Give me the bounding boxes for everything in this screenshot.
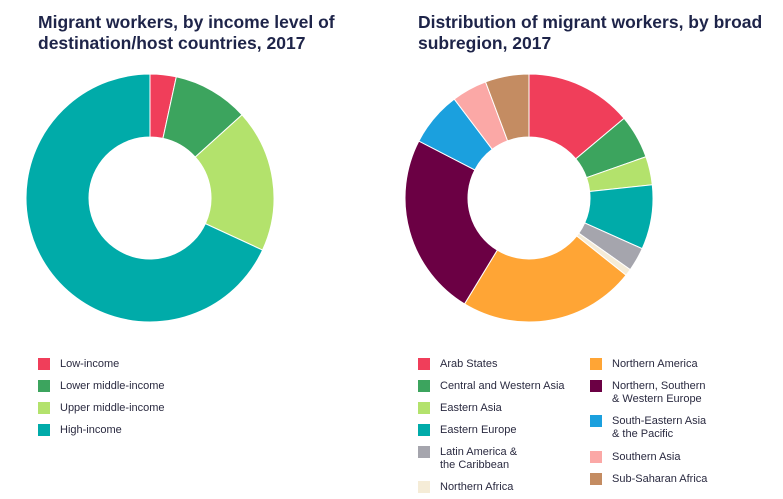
legend-swatch xyxy=(418,402,430,414)
legend-swatch xyxy=(38,424,50,436)
slice-upper-middle-income xyxy=(194,114,275,251)
legend-label: Central and Western Asia xyxy=(440,380,565,392)
legend-item-eastern-europe: Eastern Europe xyxy=(418,424,516,437)
legend-label: Upper middle-income xyxy=(60,402,165,414)
legend-label: Northern America xyxy=(612,358,698,370)
legend-swatch xyxy=(38,380,50,392)
legend-item-low-income: Low-income xyxy=(38,358,119,371)
legend-swatch xyxy=(590,415,602,427)
slice-high-income xyxy=(25,73,264,323)
slice-sub-saharan-africa xyxy=(484,73,530,142)
donut-income-level xyxy=(25,73,275,323)
legend-swatch xyxy=(38,358,50,370)
legend-label: Arab States xyxy=(440,358,498,370)
legend-item-high-income: High-income xyxy=(38,424,122,437)
legend-swatch xyxy=(590,473,602,485)
legend-item-south-eastern-asia-the-pacific: South-Eastern Asia & the Pacific xyxy=(590,415,706,441)
legend-swatch xyxy=(418,424,430,436)
donut-subregion xyxy=(404,73,654,323)
legend-item-northern-america: Northern America xyxy=(590,358,698,371)
legend-label: Northern Africa xyxy=(440,481,514,493)
legend-item-northern-africa: Northern Africa xyxy=(418,481,513,494)
legend-swatch xyxy=(590,380,602,392)
legend-label: Southern Asia xyxy=(612,451,681,463)
slice-northern-america xyxy=(463,235,627,323)
legend-label: Northern, Southern & Western Europe xyxy=(612,380,706,405)
legend-item-eastern-asia: Eastern Asia xyxy=(418,402,502,415)
legend-label: Lower middle-income xyxy=(60,380,165,392)
legend-swatch xyxy=(38,402,50,414)
legend-swatch xyxy=(418,380,430,392)
legend-item-upper-middle-income: Upper middle-income xyxy=(38,402,165,415)
legend-item-sub-saharan-africa: Sub-Saharan Africa xyxy=(590,473,707,486)
legend-label: Sub-Saharan Africa xyxy=(612,473,708,485)
legend-item-latin-america-the-caribbean: Latin America & the Caribbean xyxy=(418,446,517,472)
legend-label: South-Eastern Asia & the Pacific xyxy=(612,415,707,440)
legend-item-southern-asia: Southern Asia xyxy=(590,451,681,464)
legend-label: High-income xyxy=(60,424,122,436)
chart-title-subregion: Distribution of migrant workers, by broa… xyxy=(418,12,763,53)
legend-swatch xyxy=(418,358,430,370)
legend-item-arab-states: Arab States xyxy=(418,358,497,371)
legend-item-central-and-western-asia: Central and Western Asia xyxy=(418,380,565,393)
chart-title-income-level: Migrant workers, by income level of dest… xyxy=(38,12,335,53)
legend-item-lower-middle-income: Lower middle-income xyxy=(38,380,165,393)
legend-swatch xyxy=(418,446,430,458)
legend-label: Low-income xyxy=(60,358,120,370)
legend-label: Eastern Asia xyxy=(440,402,502,414)
legend-item-northern-southern-western-europe: Northern, Southern & Western Europe xyxy=(590,380,706,406)
legend-label: Eastern Europe xyxy=(440,424,517,436)
legend-swatch xyxy=(418,481,430,493)
slice-northern-southern-western-europe xyxy=(404,140,498,305)
legend-swatch xyxy=(590,451,602,463)
legend-label: Latin America & the Caribbean xyxy=(440,446,518,471)
legend-swatch xyxy=(590,358,602,370)
